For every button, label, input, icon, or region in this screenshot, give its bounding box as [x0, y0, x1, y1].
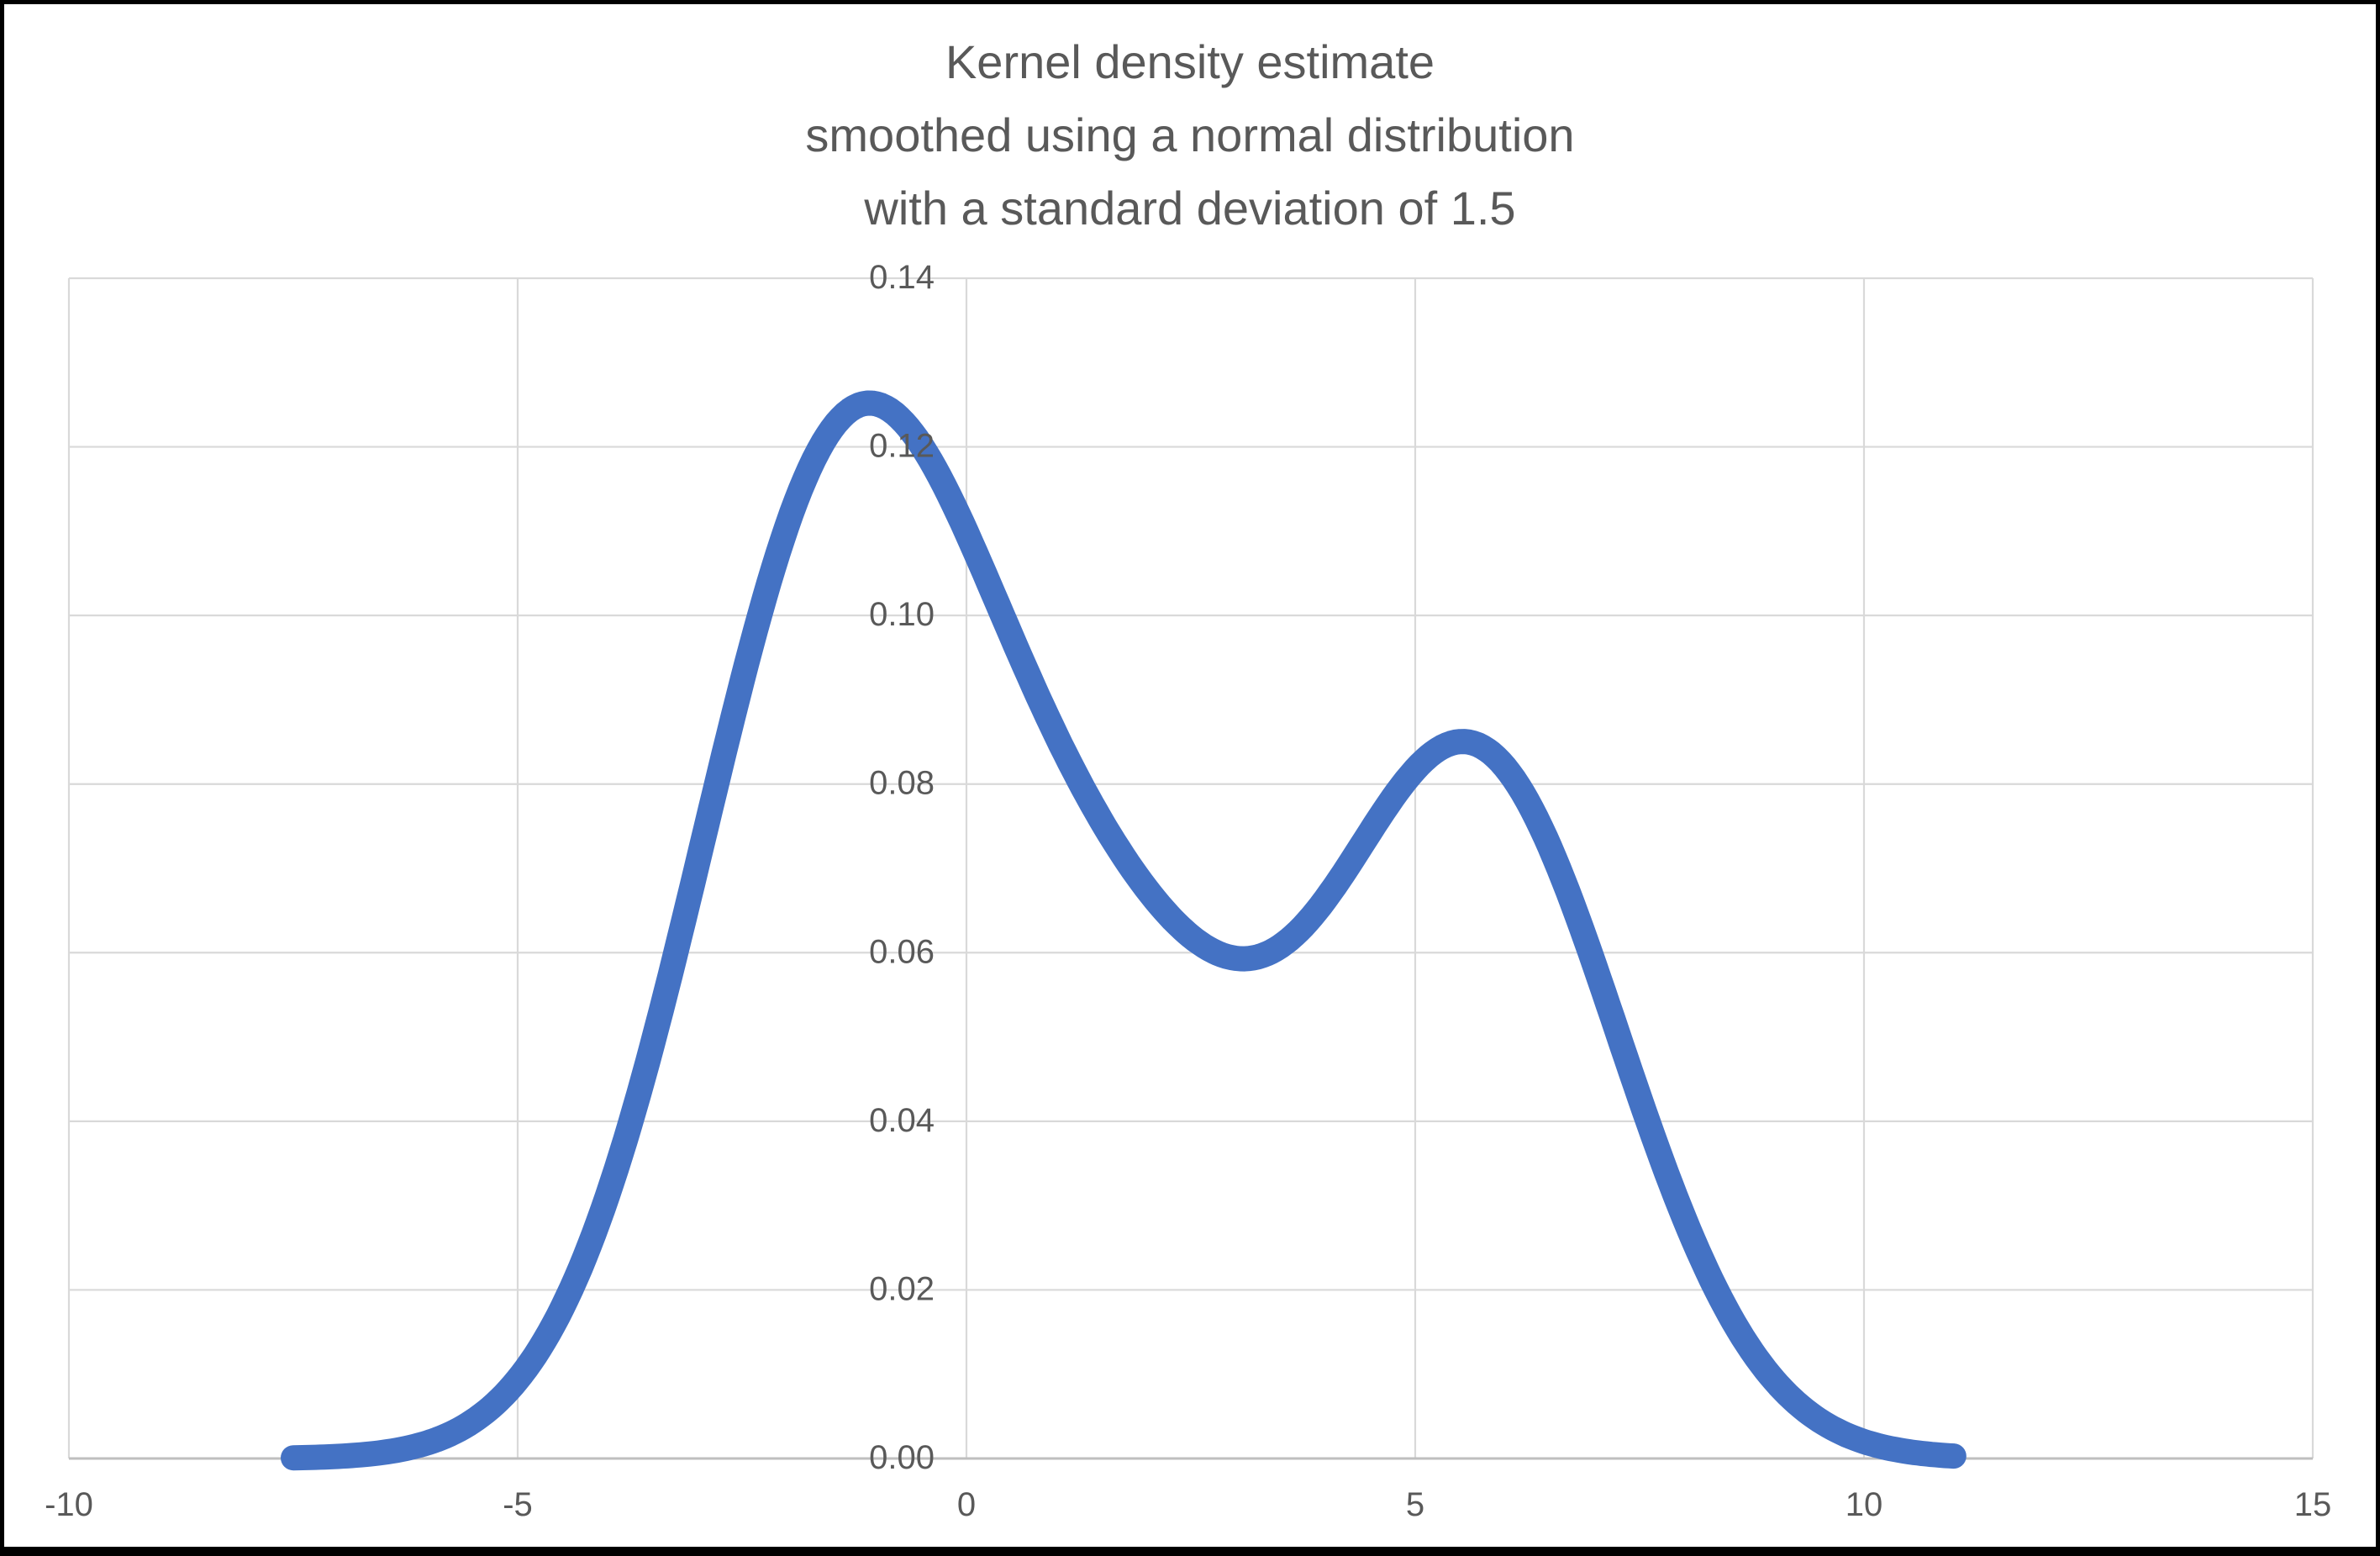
y-axis-tick-label: 0.08: [869, 765, 935, 802]
y-axis-tick-label: 0.02: [869, 1270, 935, 1307]
y-axis-tick-label: 0.06: [869, 933, 935, 970]
y-axis-tick-label: 0.04: [869, 1102, 935, 1139]
y-axis-tick-label: 0.00: [869, 1439, 935, 1476]
kde-curve: [281, 390, 1967, 1471]
x-axis-tick-label: 10: [1846, 1486, 1883, 1523]
x-axis-tick-label: -10: [45, 1486, 93, 1523]
x-axis-tick-label: 0: [957, 1486, 976, 1523]
y-axis-tick-label: 0.10: [869, 596, 935, 633]
x-axis-tick-label: 15: [2294, 1486, 2332, 1523]
y-axis-tick-label: 0.14: [869, 259, 935, 296]
x-axis-tick-labels-group: -10 -5 0 5 10 15: [45, 1486, 2331, 1523]
gridlines-group: [67, 277, 2314, 1460]
x-axis-tick-label: -5: [503, 1486, 533, 1523]
x-axis-tick-label: 5: [1406, 1486, 1424, 1523]
y-axis-tick-label: 0.12: [869, 428, 935, 465]
y-axis-tick-labels-group: 0.00 0.02 0.04 0.06 0.08 0.10 0.12 0.14: [869, 259, 935, 1476]
